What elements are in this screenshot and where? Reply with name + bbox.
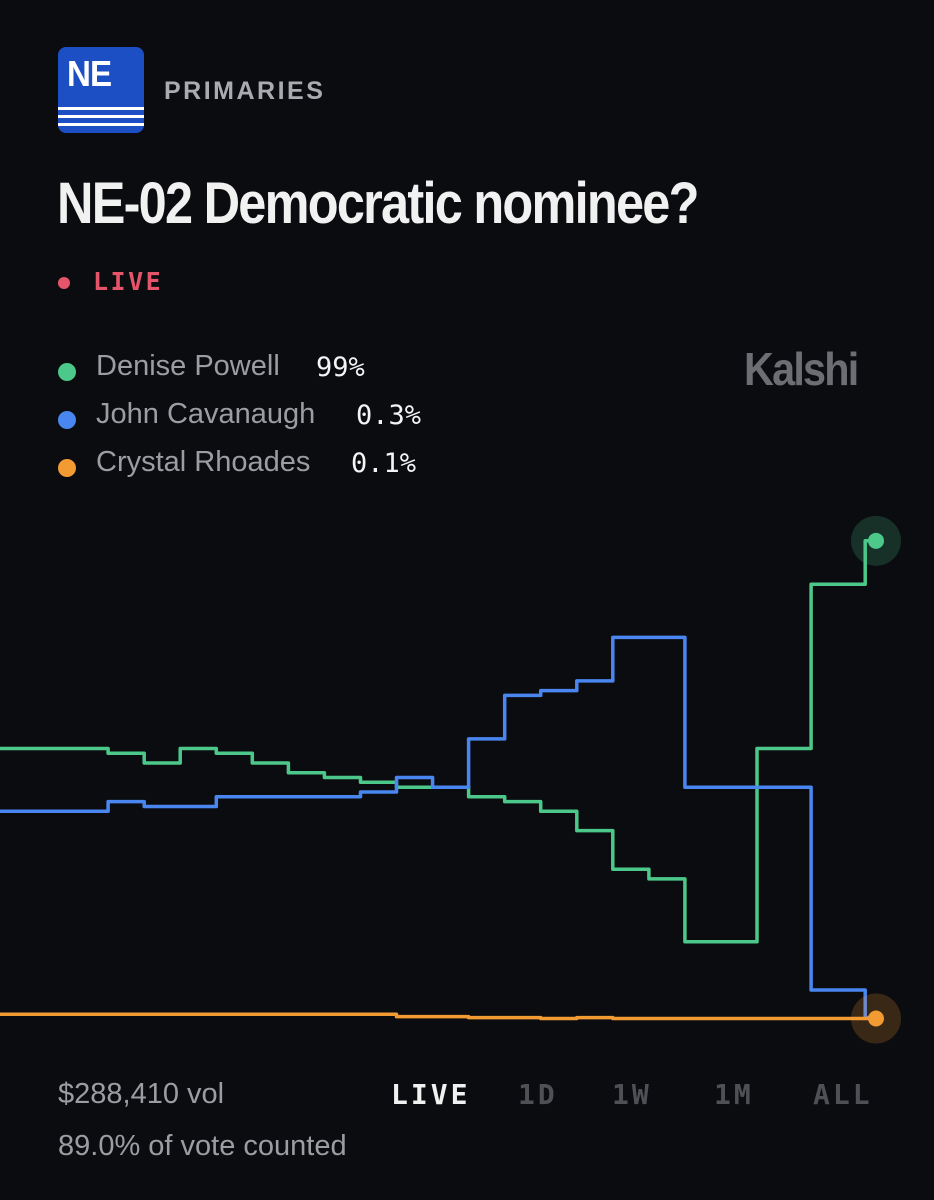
- logo-stripe: [58, 115, 144, 118]
- price-chart: [0, 515, 901, 1044]
- logo-text: NE: [67, 53, 112, 94]
- vote-counted-label: 89.0% of vote counted: [58, 1130, 347, 1162]
- legend-color-dot: [58, 411, 76, 429]
- brand-watermark: Kalshi: [744, 343, 859, 395]
- tab-all[interactable]: ALL: [813, 1078, 873, 1111]
- tab-1d[interactable]: 1D: [518, 1078, 558, 1111]
- series-line-denise-powell: [0, 539, 876, 944]
- section-label: PRIMARIES: [164, 77, 326, 105]
- tab-1m[interactable]: 1M: [714, 1078, 754, 1111]
- legend-value: 0.3%: [356, 400, 422, 431]
- live-label: LIVE: [93, 267, 164, 296]
- page-title: NE-02 Democratic nominee?: [57, 171, 699, 236]
- logo-stripe: [58, 123, 144, 126]
- logo-stripe: [58, 107, 144, 110]
- series-line-crystal-rhoades: [0, 1012, 876, 1021]
- series-line-john-cavanaugh: [0, 635, 876, 1020]
- legend-name: John Cavanaugh: [96, 398, 316, 430]
- tab-1w[interactable]: 1W: [612, 1078, 652, 1111]
- legend-color-dot: [58, 459, 76, 477]
- endpoint-marker: [868, 532, 884, 549]
- legend-value: 0.1%: [351, 448, 417, 479]
- endpoint-marker: [868, 1010, 884, 1027]
- legend-value: 99%: [316, 352, 365, 383]
- state-logo: NE: [58, 47, 144, 133]
- volume-label: $288,410 vol: [58, 1078, 225, 1110]
- tab-live[interactable]: LIVE: [391, 1078, 471, 1111]
- legend-name: Denise Powell: [96, 350, 280, 382]
- legend-color-dot: [58, 363, 76, 381]
- legend-name: Crystal Rhoades: [96, 446, 311, 478]
- live-indicator-dot: [58, 277, 70, 289]
